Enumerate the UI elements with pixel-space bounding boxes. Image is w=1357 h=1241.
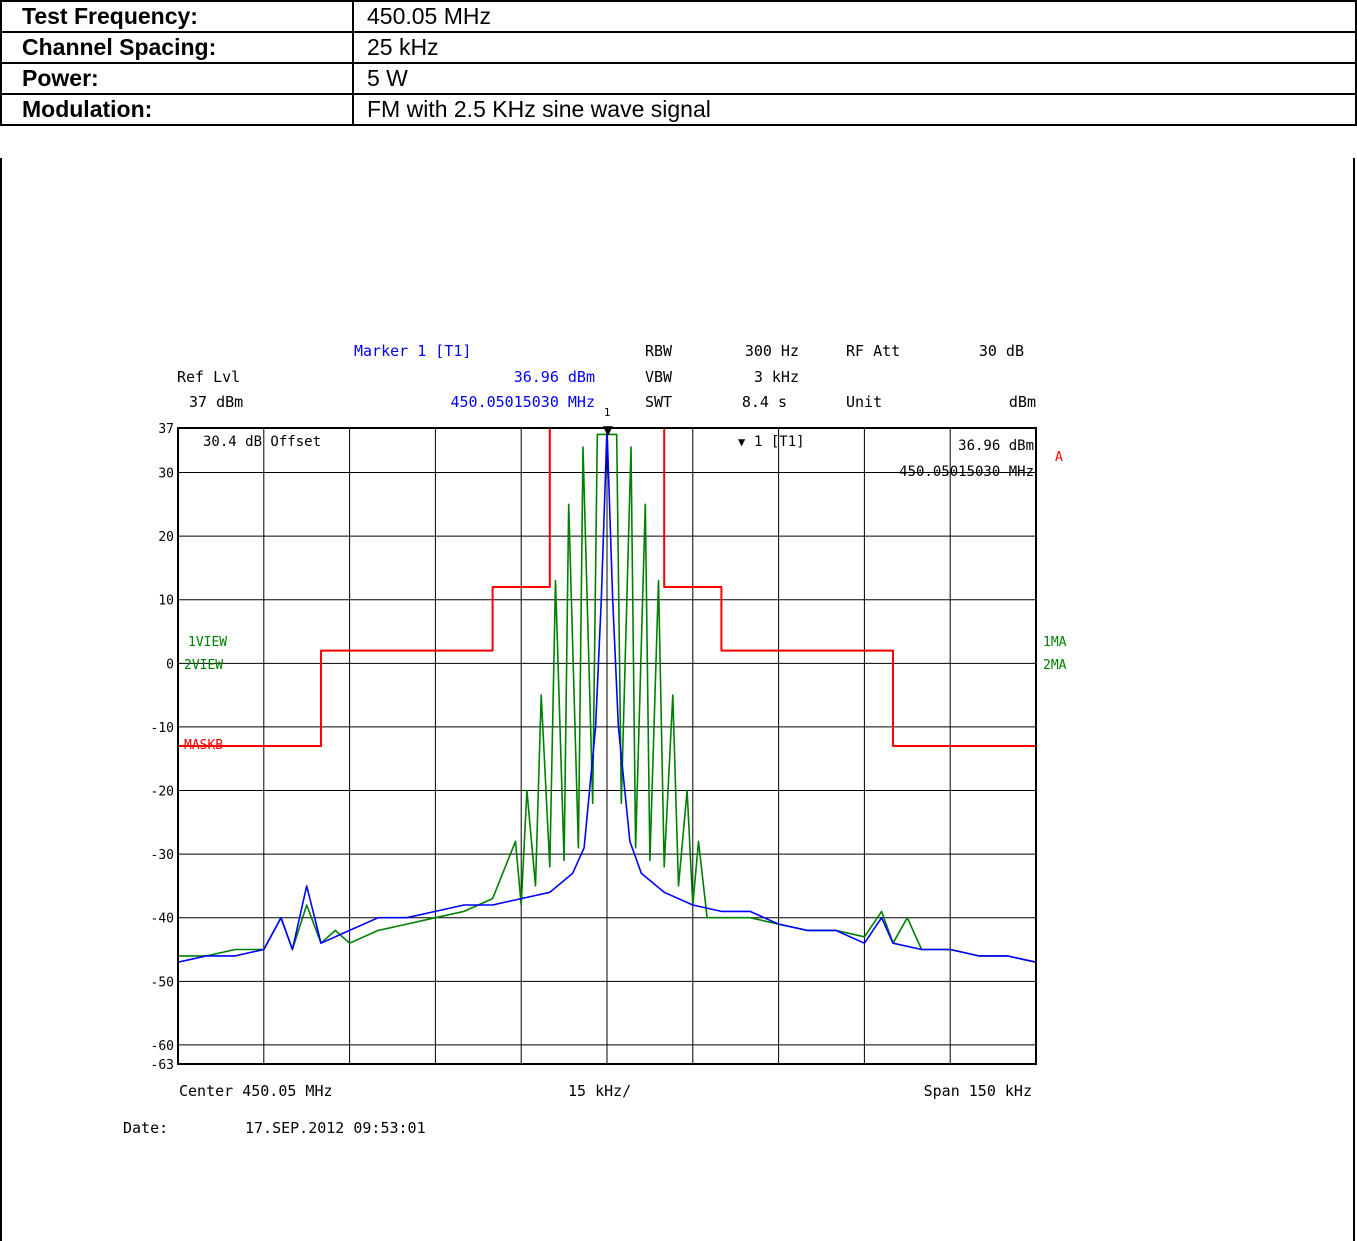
y-axis-ticks: 37 30 20 10 0 -10 -20 -30 -40 -50 -60 -63 <box>151 422 174 1073</box>
param-value: 5 W <box>352 62 1357 95</box>
marker-icon <box>602 426 613 437</box>
mask-label: MASKB <box>184 738 223 753</box>
date-value: 17.SEP.2012 09:53:01 <box>245 1119 426 1137</box>
test-parameters-table: Test Frequency: 450.05 MHz Channel Spaci… <box>0 0 1357 126</box>
series-2view-line <box>177 427 1037 963</box>
unit-value: dBm <box>1009 393 1036 411</box>
y-tick-label: 10 <box>158 594 174 609</box>
ref-lvl-value: 37 dBm <box>189 393 243 411</box>
param-value: 450.05 MHz <box>352 0 1357 33</box>
marker-frequency: 450.05015030 MHz <box>451 393 596 411</box>
swt-label: SWT <box>645 393 672 411</box>
y-tick-label: -20 <box>151 785 174 800</box>
marker-box-label: 1 [T1] <box>754 434 805 450</box>
param-row: Channel Spacing: 25 kHz <box>0 31 1357 64</box>
marker-number: 1 <box>604 406 611 419</box>
y-tick-label: -10 <box>151 721 174 736</box>
trace-2-view-label: 2VIEW <box>184 658 223 673</box>
param-row: Modulation: FM with 2.5 KHz sine wave si… <box>0 93 1357 126</box>
y-tick-label: -60 <box>151 1039 174 1054</box>
y-tick-label: 30 <box>158 467 174 482</box>
rf-att-value: 30 dB <box>979 342 1024 360</box>
param-value: FM with 2.5 KHz sine wave signal <box>352 93 1357 126</box>
rbw-value: 300 Hz <box>745 342 799 360</box>
swt-value: 8.4 s <box>742 393 787 411</box>
marker-triangle-icon: ▼ <box>738 435 746 449</box>
y-tick-label: -30 <box>151 848 174 863</box>
offset-note: 30.4 dB Offset <box>203 434 321 450</box>
span-frequency: Span 150 kHz <box>924 1082 1032 1100</box>
trace-a-label: A <box>1055 450 1063 465</box>
date-label: Date: <box>123 1119 168 1137</box>
y-tick-label: 0 <box>166 657 174 672</box>
param-label: Test Frequency: <box>0 0 354 33</box>
rf-att-label: RF Att <box>846 342 900 360</box>
marker-box-level: 36.96 dBm <box>958 438 1034 454</box>
unit-label: Unit <box>846 393 882 411</box>
param-row: Power: 5 W <box>0 62 1357 95</box>
vbw-value: 3 kHz <box>754 368 799 386</box>
param-row: Test Frequency: 450.05 MHz <box>0 0 1357 33</box>
param-value: 25 kHz <box>352 31 1357 64</box>
y-tick-label: -40 <box>151 912 174 927</box>
marker-box-frequency: 450.05015030 MHz <box>899 464 1034 480</box>
spectrum-analyzer-plot: Marker 1 [T1] Ref Lvl 37 dBm 36.96 dBm 4… <box>123 342 1067 1137</box>
chart-frame: Marker 1 [T1] Ref Lvl 37 dBm 36.96 dBm 4… <box>0 158 1355 1241</box>
vbw-label: VBW <box>645 368 673 386</box>
param-label: Channel Spacing: <box>0 31 354 64</box>
ref-lvl-label: Ref Lvl <box>177 368 240 386</box>
rbw-label: RBW <box>645 342 673 360</box>
trace-1-view-label: 1VIEW <box>188 635 227 650</box>
marker-level: 36.96 dBm <box>514 368 595 386</box>
y-tick-label: -63 <box>151 1058 174 1073</box>
center-frequency: Center 450.05 MHz <box>179 1082 333 1100</box>
param-label: Modulation: <box>0 93 354 126</box>
trace-2-ma-label: 2MA <box>1043 658 1067 673</box>
y-tick-label: 37 <box>158 422 174 437</box>
div-per-division: 15 kHz/ <box>568 1082 631 1100</box>
trace-1-ma-label: 1MA <box>1043 635 1067 650</box>
y-tick-label: 20 <box>158 530 174 545</box>
marker-title: Marker 1 [T1] <box>354 342 471 360</box>
param-label: Power: <box>0 62 354 95</box>
y-tick-label: -50 <box>151 975 174 990</box>
